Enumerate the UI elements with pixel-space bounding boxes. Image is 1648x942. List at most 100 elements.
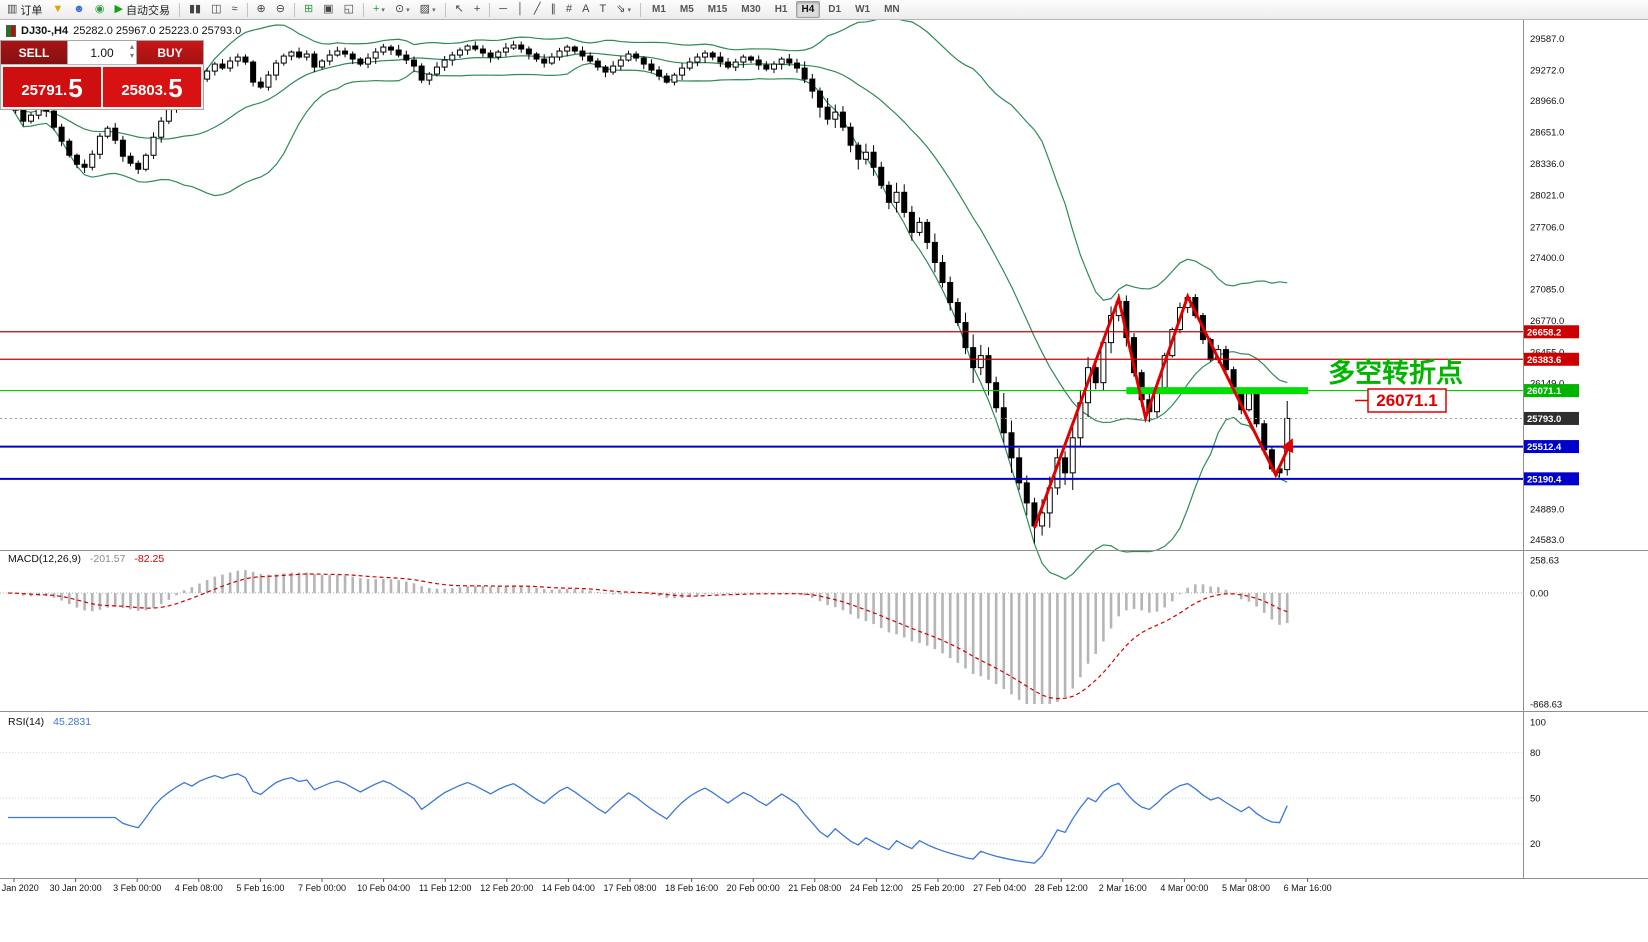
timeframe-W1[interactable]: W1 [855, 4, 871, 15]
toolbar-separator [639, 2, 641, 17]
svg-text:4 Feb 08:00: 4 Feb 08:00 [175, 883, 223, 893]
rsi-name: RSI(14) [8, 716, 45, 728]
bar-chart-icon-glyph: ▮▮ [188, 3, 202, 15]
arrow-objects-icon-glyph: ⇘ [616, 3, 626, 15]
crosshair-icon[interactable]: + [470, 0, 484, 19]
indicators-icon-glyph: + [372, 3, 380, 15]
svg-text:80: 80 [1530, 748, 1541, 759]
auto-arrange-icon[interactable]: ◱ [340, 0, 358, 19]
periods-icon[interactable]: ⊙ ▾ [391, 0, 414, 19]
price-tag-25190.4 [1524, 472, 1579, 486]
svg-text:14 Feb 04:00: 14 Feb 04:00 [542, 883, 595, 893]
dropdown-caret-icon[interactable]: ▾ [432, 6, 436, 14]
buy-price-display[interactable]: 25803. 5 [103, 67, 201, 107]
zoom-in-icon[interactable]: ⊕ [253, 0, 270, 19]
svg-text:2 Mar 16:00: 2 Mar 16:00 [1099, 883, 1147, 893]
dropdown-caret-icon[interactable]: ▾ [381, 6, 385, 14]
text-tool-icon[interactable]: T [596, 0, 611, 19]
channel-icon-glyph: ∥ [550, 3, 557, 15]
price-chart-svg: 多空转折点 26071.1 29587.0 29272.0 28966.0 28651.0… [0, 20, 1648, 894]
trendline-icon[interactable]: ╱ [530, 0, 545, 19]
spinner-up-icon[interactable]: ▴ [129, 42, 134, 51]
svg-text:5 Mar 08:00: 5 Mar 08:00 [1222, 883, 1270, 893]
volume-spinner[interactable]: ▴ ▾ [130, 42, 134, 60]
svg-text:26658.2: 26658.2 [1527, 327, 1561, 338]
horizontal-level-lines[interactable] [0, 331, 1523, 480]
svg-text:27400.0: 27400.0 [1530, 253, 1564, 264]
refresh-icon[interactable]: ◉ [91, 0, 109, 19]
timeframe-H4[interactable]: H4 [795, 1, 821, 18]
timeframe-MN[interactable]: MN [884, 4, 900, 15]
arrow-objects-icon[interactable]: ⇘ ▾ [612, 0, 635, 19]
bollinger-lower-band [7, 62, 1288, 580]
templates-icon[interactable]: ▨ ▾ [416, 0, 440, 19]
buy-button[interactable]: BUY [137, 41, 203, 64]
tile-windows-icon-glyph: ⊞ [303, 3, 314, 15]
vertical-line-icon[interactable]: │ [513, 0, 528, 19]
profiles-icon[interactable]: ☻ [69, 0, 89, 19]
rsi-value: 45.2831 [53, 716, 92, 728]
toolbar-separator [293, 2, 295, 17]
timeframe-D1[interactable]: D1 [828, 4, 842, 15]
svg-text:28021.0: 28021.0 [1530, 191, 1564, 202]
cursor-icon[interactable]: ↖ [451, 0, 468, 19]
fibonacci-icon[interactable]: # [562, 0, 576, 19]
zoom-out-icon[interactable]: ⊖ [272, 0, 289, 19]
svg-text:5 Feb 16:00: 5 Feb 16:00 [236, 883, 284, 893]
svg-text:7 Feb 00:00: 7 Feb 00:00 [298, 883, 346, 893]
svg-text:50: 50 [1530, 794, 1541, 805]
text-label-icon[interactable]: A [578, 0, 593, 19]
toolbar-separator [362, 2, 364, 17]
indicators-icon[interactable]: + ▾ [369, 0, 389, 19]
dropdown-caret-icon[interactable]: ▾ [406, 6, 410, 14]
svg-text:27085.0: 27085.0 [1530, 285, 1564, 296]
svg-text:25190.4: 25190.4 [1527, 474, 1562, 485]
sell-price-display[interactable]: 25791. 5 [3, 67, 101, 107]
dropdown-caret-icon[interactable]: ▾ [627, 6, 631, 14]
chart-funnel-icon[interactable]: ▼ [48, 0, 67, 19]
svg-text:30 Jan 2020: 30 Jan 2020 [0, 883, 39, 893]
svg-text:18 Feb 16:00: 18 Feb 16:00 [665, 883, 718, 893]
vertical-line-icon-glyph: │ [517, 3, 524, 15]
svg-text:24 Feb 12:00: 24 Feb 12:00 [850, 883, 903, 893]
bar-chart-icon[interactable]: ▮▮ [185, 0, 205, 19]
toolbar-separator [246, 2, 248, 17]
candlestick-chart-icon[interactable]: ◫ [207, 0, 225, 19]
time-axis[interactable]: 30 Jan 2020 30 Jan 20:00 3 Feb 00:00 4 Feb … [0, 878, 1332, 894]
tile-windows-icon[interactable]: ⊞ [300, 0, 317, 19]
new-order-button[interactable]: ▥ 订单 [3, 0, 46, 19]
volume-input[interactable]: 1.00 ▴ ▾ [67, 41, 137, 64]
svg-text:25512.4: 25512.4 [1527, 442, 1562, 453]
rsi-indicator-label: RSI(14) 45.2831 [6, 716, 94, 728]
svg-text:3 Feb 00:00: 3 Feb 00:00 [113, 883, 161, 893]
cascade-windows-icon[interactable]: ▣ [319, 0, 337, 19]
horizontal-line-icon[interactable]: ─ [495, 0, 511, 19]
channel-icon[interactable]: ∥ [547, 0, 561, 19]
trade-panel-top-row: SELL 1.00 ▴ ▾ BUY [1, 41, 203, 65]
timeframe-M15[interactable]: M15 [707, 4, 728, 15]
autotrading-button[interactable]: ▶ 自动交易 [110, 0, 173, 19]
timeframe-H1[interactable]: H1 [774, 4, 788, 15]
macd-signal-value: -82.25 [134, 553, 165, 565]
svg-text:27 Feb 04:00: 27 Feb 04:00 [973, 883, 1026, 893]
svg-text:11 Feb 12:00: 11 Feb 12:00 [419, 883, 471, 893]
svg-text:24889.0: 24889.0 [1530, 505, 1564, 516]
spinner-down-icon[interactable]: ▾ [129, 51, 134, 60]
price-axis[interactable]: 29587.0 29272.0 28966.0 28651.0 28336.0 28021… [1524, 34, 1579, 850]
svg-text:25 Feb 20:00: 25 Feb 20:00 [911, 883, 964, 893]
timeframe-M1[interactable]: M1 [651, 4, 666, 15]
svg-text:24583.0: 24583.0 [1530, 535, 1564, 546]
candlesticks [5, 40, 1291, 544]
panel-chrome [0, 20, 1648, 879]
sell-button[interactable]: SELL [1, 41, 67, 64]
timeframe-M30[interactable]: M30 [741, 4, 761, 15]
trend-zigzag-arrow[interactable] [1033, 292, 1294, 529]
timeframe-M5[interactable]: M5 [679, 4, 694, 15]
toolbar-separator [444, 2, 446, 17]
svg-text:12 Feb 20:00: 12 Feb 20:00 [480, 883, 533, 893]
line-chart-icon[interactable]: ≈ [227, 0, 241, 19]
bollinger-middle-band [7, 52, 1288, 424]
svg-text:4 Mar 00:00: 4 Mar 00:00 [1160, 883, 1208, 893]
text-label-icon-glyph: A [582, 3, 590, 15]
svg-text:30 Jan 20:00: 30 Jan 20:00 [50, 883, 102, 893]
